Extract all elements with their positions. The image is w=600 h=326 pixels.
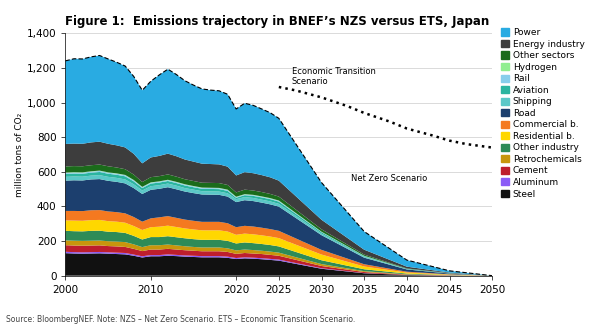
Y-axis label: million tons of CO₂: million tons of CO₂	[15, 112, 24, 197]
Text: Figure 1:  Emissions trajectory in BNEF’s NZS versus ETS, Japan: Figure 1: Emissions trajectory in BNEF’s…	[65, 15, 490, 28]
Text: Economic Transition
Scenario: Economic Transition Scenario	[292, 67, 376, 86]
Text: Source: BloombergNEF. Note: NZS – Net Zero Scenario. ETS – Economic Transition S: Source: BloombergNEF. Note: NZS – Net Ze…	[6, 315, 355, 324]
Text: Net Zero Scenario: Net Zero Scenario	[352, 174, 428, 183]
Legend: Power, Energy industry, Other sectors, Hydrogen, Rail, Aviation, Shipping, Road,: Power, Energy industry, Other sectors, H…	[501, 28, 584, 199]
